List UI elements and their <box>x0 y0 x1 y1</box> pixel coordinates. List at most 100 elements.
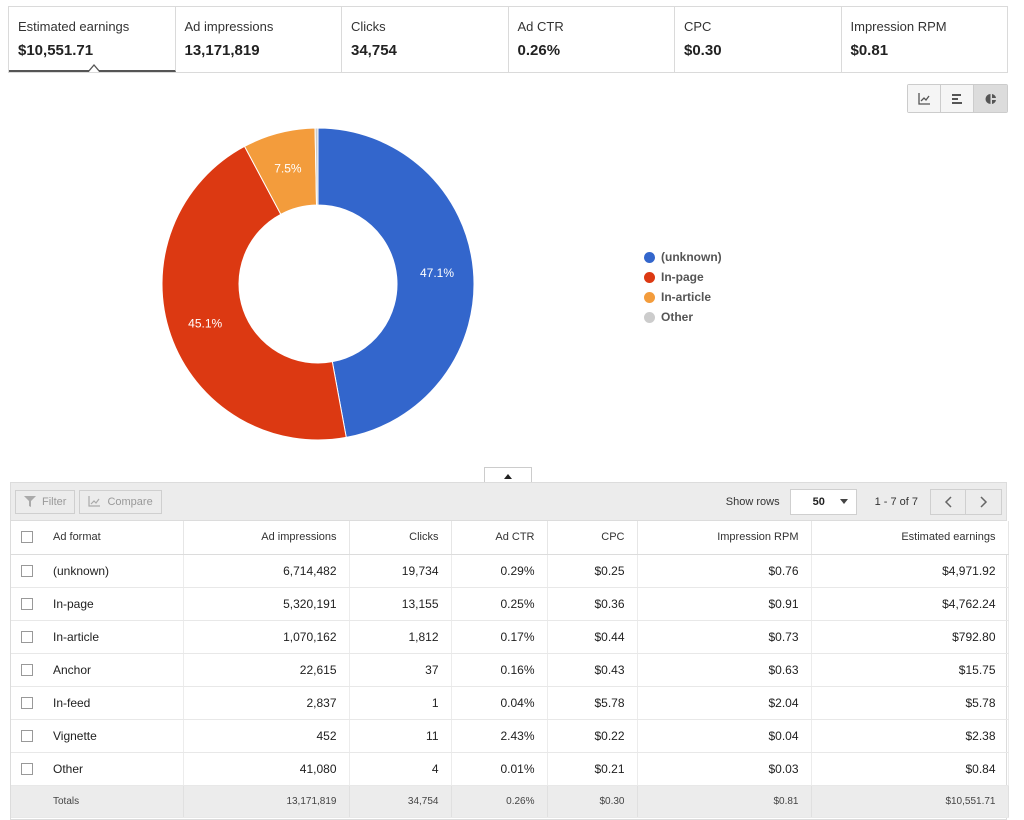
legend-item[interactable]: Other <box>644 307 722 327</box>
caret-up-icon <box>504 473 512 479</box>
column-header-ad-format[interactable]: Ad format <box>45 521 184 555</box>
metric-card-cpc[interactable]: CPC $0.30 <box>675 7 842 72</box>
cell-clicks: 4 <box>349 752 452 786</box>
slice-label: 47.1% <box>420 266 454 280</box>
donut-slice[interactable] <box>161 145 347 441</box>
metric-label: Ad CTR <box>517 19 564 34</box>
legend-item[interactable]: (unknown) <box>644 247 722 267</box>
row-checkbox-cell <box>11 686 45 720</box>
compare-button[interactable]: Compare <box>79 489 162 514</box>
donut-slice[interactable] <box>314 127 319 206</box>
legend-label: (unknown) <box>661 250 722 264</box>
legend-label: Other <box>661 310 694 324</box>
row-checkbox-cell <box>11 554 45 588</box>
pie-chart-button[interactable] <box>974 85 1007 112</box>
cell-ad-impressions: 22,615 <box>183 653 350 687</box>
cell-ad-format: Other <box>45 752 184 786</box>
cell-impression-rpm: $0.73 <box>637 620 812 654</box>
filter-button[interactable]: Filter <box>15 489 76 514</box>
column-header-impression-rpm[interactable]: Impression RPM <box>637 521 812 555</box>
report-table: Ad format Ad impressions Clicks Ad CTR C… <box>11 521 1009 818</box>
cell-ad-impressions: 41,080 <box>183 752 350 786</box>
legend-swatch <box>644 251 655 263</box>
metric-label: Ad impressions <box>184 19 274 34</box>
next-page-button[interactable] <box>966 488 1002 515</box>
metric-card-ad-impressions[interactable]: Ad impressions 13,171,819 <box>175 7 342 72</box>
line-chart-icon <box>917 92 930 105</box>
legend-swatch <box>644 291 655 303</box>
cell-cpc: $0.22 <box>547 719 638 753</box>
cell-estimated-earnings: $4,971.92 <box>811 554 1009 588</box>
table-row[interactable]: Anchor 22,615 37 0.16% $0.43 $0.63 $15.75 <box>11 653 1009 687</box>
collapse-chart-tab[interactable] <box>484 467 532 484</box>
cell-impression-rpm: $0.63 <box>637 653 812 687</box>
filter-label: Filter <box>42 495 67 508</box>
row-checkbox[interactable] <box>21 631 33 644</box>
cell-ad-impressions: 1,070,162 <box>183 620 350 654</box>
row-checkbox-cell <box>11 620 45 654</box>
table-row[interactable]: In-feed 2,837 1 0.04% $5.78 $2.04 $5.78 <box>11 686 1009 720</box>
column-header-cpc[interactable]: CPC <box>547 521 638 555</box>
select-all-checkbox[interactable] <box>21 531 33 544</box>
table-toolbar: Filter Compare Show rows 50 1 - 7 of 7 <box>11 483 1006 521</box>
metric-value: $10,551.71 <box>18 42 94 59</box>
rows-per-page-select[interactable]: 50 <box>789 488 857 515</box>
cell-cpc: $0.25 <box>547 554 638 588</box>
chevron-down-icon <box>839 499 848 504</box>
cell-estimated-earnings: $15.75 <box>811 653 1009 687</box>
bar-chart-button[interactable] <box>941 85 974 112</box>
metric-label: CPC <box>684 19 712 34</box>
column-header-clicks[interactable]: Clicks <box>349 521 452 555</box>
line-chart-button[interactable] <box>908 85 941 112</box>
totals-impression-rpm: $0.81 <box>637 785 812 818</box>
table-row[interactable]: In-article 1,070,162 1,812 0.17% $0.44 $0.73 $… <box>11 620 1009 654</box>
cell-clicks: 19,734 <box>349 554 452 588</box>
metric-card-estimated-earnings[interactable]: Estimated earnings $10,551.71 <box>9 7 176 72</box>
legend-swatch <box>644 311 655 323</box>
metric-card-ad-ctr[interactable]: Ad CTR 0.26% <box>508 7 675 72</box>
cell-ad-format: Vignette <box>45 719 184 753</box>
row-checkbox[interactable] <box>21 763 33 776</box>
table-row[interactable]: Vignette 452 11 2.43% $0.22 $0.04 $2.38 <box>11 719 1009 753</box>
metric-label: Estimated earnings <box>18 19 130 34</box>
donut-slice[interactable] <box>317 127 475 439</box>
bar-chart-icon <box>952 93 962 104</box>
cell-ad-ctr: 0.16% <box>451 653 548 687</box>
cell-impression-rpm: $0.91 <box>637 587 812 621</box>
show-rows-label: Show rows <box>725 495 780 508</box>
row-checkbox[interactable] <box>21 565 33 578</box>
legend-item[interactable]: In-page <box>644 267 722 287</box>
cell-impression-rpm: $0.76 <box>637 554 812 588</box>
row-checkbox[interactable] <box>21 697 33 710</box>
cell-ad-format: In-article <box>45 620 184 654</box>
table-row[interactable]: In-page 5,320,191 13,155 0.25% $0.36 $0.91 $4,… <box>11 587 1009 621</box>
previous-page-button[interactable] <box>930 488 966 515</box>
row-checkbox[interactable] <box>21 598 33 611</box>
cell-estimated-earnings: $5.78 <box>811 686 1009 720</box>
row-checkbox-cell <box>11 653 45 687</box>
column-header-ad-ctr[interactable]: Ad CTR <box>451 521 548 555</box>
totals-ad-format: Totals <box>45 785 184 818</box>
column-header-estimated-earnings[interactable]: Estimated earnings <box>811 521 1009 555</box>
cell-clicks: 13,155 <box>349 587 452 621</box>
column-header-ad-impressions[interactable]: Ad impressions <box>183 521 350 555</box>
cell-ad-format: Anchor <box>45 653 184 687</box>
cell-ad-ctr: 0.17% <box>451 620 548 654</box>
cell-ad-impressions: 6,714,482 <box>183 554 350 588</box>
legend-item[interactable]: In-article <box>644 287 722 307</box>
row-checkbox[interactable] <box>21 664 33 677</box>
table-row[interactable]: Other 41,080 4 0.01% $0.21 $0.03 $0.84 <box>11 752 1009 786</box>
cell-ad-ctr: 0.01% <box>451 752 548 786</box>
cell-ad-ctr: 0.29% <box>451 554 548 588</box>
metric-card-clicks[interactable]: Clicks 34,754 <box>342 7 509 72</box>
cell-cpc: $0.44 <box>547 620 638 654</box>
metric-label: Impression RPM <box>850 19 947 34</box>
metric-card-impression-rpm[interactable]: Impression RPM $0.81 <box>841 7 1007 72</box>
table-row[interactable]: (unknown) 6,714,482 19,734 0.29% $0.25 $0.76 $… <box>11 554 1009 588</box>
cell-clicks: 1,812 <box>349 620 452 654</box>
select-all-checkbox-cell <box>11 521 45 555</box>
metric-value: $0.30 <box>684 42 722 59</box>
slice-label: 45.1% <box>188 316 222 330</box>
row-checkbox[interactable] <box>21 730 33 743</box>
compare-chart-icon <box>88 496 101 507</box>
